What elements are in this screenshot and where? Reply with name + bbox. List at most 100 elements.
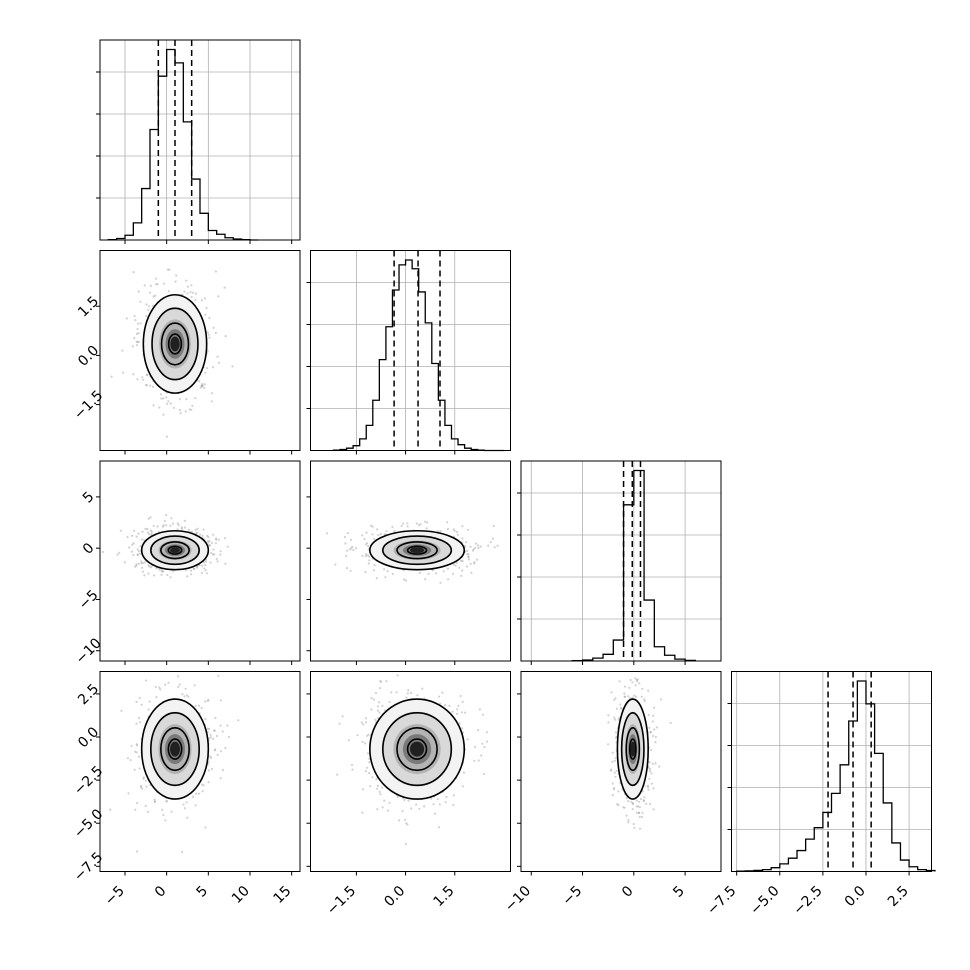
scatter-point (135, 563, 138, 566)
scatter-point (609, 769, 613, 772)
scatter-point (214, 716, 217, 720)
scatter-point (159, 393, 162, 396)
scatter-point (406, 692, 409, 695)
scatter-point (401, 810, 404, 813)
scatter-point (650, 772, 653, 775)
scatter-point (139, 545, 142, 548)
x-tick-label: −5 (559, 883, 585, 909)
scatter-point (147, 564, 150, 567)
scatter-point (336, 773, 339, 776)
scatter-point (142, 776, 145, 779)
scatter-point (226, 545, 229, 548)
scatter-point (140, 703, 143, 706)
histogram-panel (517, 460, 722, 662)
scatter-point (650, 749, 653, 752)
scatter-point (611, 760, 614, 763)
scatter-point (611, 793, 614, 797)
scatter-point (367, 733, 370, 736)
scatter-point (144, 527, 147, 531)
scatter-point (482, 772, 485, 776)
x-tick-label: 0.0 (381, 883, 408, 910)
scatter-point (373, 563, 376, 567)
scatter-point (445, 795, 448, 799)
scatter-point (172, 522, 175, 525)
scatter-point (476, 544, 480, 547)
scatter-point (181, 693, 184, 696)
scatter-point (219, 550, 222, 553)
scatter-point (224, 747, 227, 750)
scatter-point (153, 800, 156, 804)
scatter-point (345, 567, 348, 570)
scatter-point (376, 784, 380, 787)
scatter-point (648, 761, 651, 764)
scatter-point (207, 536, 210, 539)
scatter-point (398, 819, 401, 822)
scatter-point (137, 550, 140, 553)
scatter-point (616, 803, 619, 806)
scatter-point (119, 529, 122, 532)
scatter-point (137, 290, 140, 293)
scatter-point (184, 410, 187, 413)
scatter-point (215, 734, 218, 738)
scatter-point (165, 435, 169, 438)
y-tick-label: 0.0 (75, 343, 102, 370)
scatter-point (191, 291, 195, 294)
scatter-point (456, 533, 459, 536)
scatter-point (186, 694, 189, 697)
scatter-point (203, 567, 206, 570)
scatter-point (614, 697, 617, 700)
scatter-point (122, 371, 125, 374)
scatter-point (140, 784, 143, 788)
scatter-point (613, 771, 616, 774)
scatter-point (378, 711, 381, 714)
scatter-point (627, 800, 630, 803)
scatter-point (159, 688, 162, 691)
scatter-point (118, 551, 121, 554)
scatter-point (141, 376, 144, 379)
scatter-point (381, 806, 384, 809)
scatter-point (217, 295, 220, 298)
scatter-point (201, 564, 204, 567)
scatter-point (435, 572, 438, 575)
scatter-point (645, 802, 648, 805)
scatter-point (461, 525, 464, 528)
scatter-point (136, 344, 139, 347)
scatter-point (638, 682, 641, 685)
scatter-point (446, 521, 449, 524)
scatter-point (144, 804, 147, 808)
scatter-point (182, 803, 185, 806)
scatter-point (419, 523, 422, 526)
scatter-point (374, 691, 378, 695)
scatter-point (461, 700, 464, 703)
scatter-point (475, 558, 479, 561)
scatter-point (162, 524, 165, 527)
scatter-point (184, 569, 187, 572)
scatter-point (201, 385, 204, 388)
scatter-point (139, 786, 143, 789)
y-tick-label: 0 (80, 540, 98, 558)
scatter-point (144, 779, 147, 782)
scatter-point (361, 555, 364, 558)
scatter-point (212, 548, 215, 551)
scatter-point (146, 531, 149, 534)
scatter-point (612, 788, 616, 791)
scatter-point (194, 704, 197, 708)
scatter-point (451, 710, 454, 713)
scatter-point (186, 285, 189, 288)
scatter-point (477, 759, 480, 762)
scatter-point (189, 291, 192, 294)
scatter-point (461, 785, 464, 788)
scatter-point (372, 698, 376, 701)
scatter-point (631, 696, 634, 699)
scatter-point (166, 268, 169, 271)
scatter-point (219, 724, 222, 727)
scatter-point (126, 535, 129, 539)
scatter-point (467, 555, 470, 559)
scatter-point (367, 544, 370, 548)
scatter-point (206, 534, 209, 538)
scatter-point (135, 751, 138, 754)
scatter-point (190, 284, 193, 287)
scatter-point (207, 761, 210, 764)
scatter-point (132, 553, 135, 557)
scatter-point (136, 341, 139, 344)
